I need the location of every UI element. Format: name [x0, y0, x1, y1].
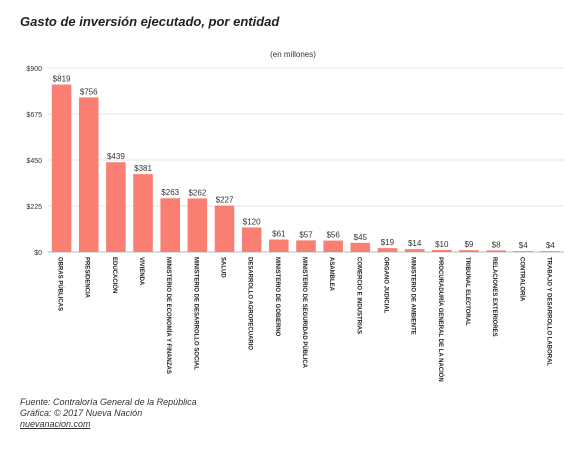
bar: [241, 227, 262, 252]
bar: [513, 251, 534, 252]
data-label: $120: [243, 217, 261, 226]
bar: [51, 84, 72, 252]
bar: [133, 174, 153, 252]
data-label: $8: [492, 240, 501, 249]
x-tick-label: PRESIDENCIA: [84, 257, 90, 299]
bar: [160, 198, 180, 252]
x-tick-label: RELACIONES EXTERIORES: [491, 257, 497, 337]
x-tick-label: ASAMBLEA: [328, 257, 334, 292]
bar: [187, 198, 208, 252]
y-tick-label: $450: [26, 158, 42, 165]
data-label: $263: [161, 188, 179, 197]
x-tick-label: PROCURADURÍA GENERAL DE LA NACIÓN: [437, 257, 445, 382]
data-label: $4: [519, 241, 528, 250]
x-tick-label: COMERCIO E INDUSTRIAS: [355, 257, 361, 334]
bar: [106, 162, 126, 252]
x-tick-label: SALUD: [220, 257, 226, 278]
data-label: $19: [381, 238, 395, 247]
y-tick-label: $675: [26, 112, 42, 119]
data-label: $381: [134, 164, 152, 173]
bar: [404, 249, 425, 252]
data-label: $57: [299, 230, 313, 239]
bar: [323, 240, 343, 252]
data-label: $756: [80, 87, 98, 96]
x-tick-label: MINISTERIO DE SEGURIDAD PÚBLICA: [301, 257, 308, 369]
bar: [540, 251, 561, 252]
data-label: $45: [354, 233, 368, 242]
data-label: $56: [326, 231, 340, 240]
x-tick-label: VIVIENDA: [138, 257, 144, 286]
y-tick-label: $225: [26, 204, 42, 211]
data-label: $14: [408, 239, 422, 248]
x-tick-label: TRIBUNAL ELECTORAL: [464, 257, 470, 326]
data-label: $262: [188, 188, 206, 197]
x-tick-label: TRABAJO Y DESARROLLO LABORAL: [545, 257, 551, 366]
x-tick-label: MINISTERIO DE GOBIERNO: [274, 257, 280, 337]
data-label: $10: [435, 240, 449, 249]
y-tick-label: $0: [34, 250, 42, 257]
bar: [350, 242, 371, 252]
bar: [214, 205, 235, 252]
x-tick-label: OBRAS PÚBLICAS: [57, 257, 64, 311]
bar: [269, 239, 289, 252]
bar: [78, 97, 99, 252]
y-tick-label: $900: [26, 66, 42, 73]
footer-source: Fuente: Contraloría General de la Repúbl…: [20, 397, 197, 407]
bar: [459, 250, 479, 252]
x-tick-label: EDUCACIÓN: [111, 257, 119, 293]
data-label: $819: [53, 75, 71, 84]
x-tick-label: CONTRALORÍA: [518, 257, 526, 302]
footer-site-link[interactable]: nuevanacion.com: [20, 419, 91, 429]
chart-subtitle: (en millones): [270, 50, 316, 59]
chart-title: Gasto de inversión ejecutado, por entida…: [20, 14, 280, 29]
footer-credit: Gráfica: © 2017 Nueva Nación: [20, 408, 143, 418]
data-label: $439: [107, 152, 125, 161]
x-tick-label: MINISTERIO DE DESARROLLO SOCIAL: [192, 257, 198, 370]
bar: [377, 248, 398, 252]
x-tick-label: ÓRGANO JUDICIAL: [382, 257, 390, 314]
x-tick-label: DESARROLLO AGROPECUARIO: [247, 257, 253, 350]
x-tick-label: MINISTERIO DE AMBIENTE: [410, 257, 416, 335]
data-label: $227: [216, 196, 234, 205]
data-label: $9: [464, 240, 473, 249]
bar: [486, 250, 506, 252]
x-tick-label: MINISTERIO DE ECONOMÍA Y FINANZAS: [165, 257, 173, 374]
bar: [296, 240, 316, 252]
bar: [432, 249, 452, 252]
data-label: $61: [272, 230, 286, 239]
data-label: $4: [546, 241, 555, 250]
